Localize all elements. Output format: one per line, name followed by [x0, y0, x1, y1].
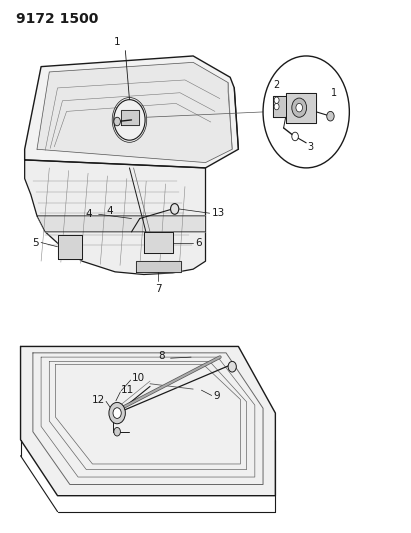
Circle shape: [114, 100, 145, 140]
Circle shape: [263, 56, 349, 168]
Polygon shape: [273, 96, 286, 117]
Circle shape: [292, 132, 298, 141]
Circle shape: [296, 103, 302, 112]
Polygon shape: [21, 346, 275, 496]
Polygon shape: [121, 110, 139, 125]
Text: 11: 11: [121, 385, 134, 395]
Polygon shape: [37, 216, 206, 232]
Circle shape: [113, 408, 121, 418]
Text: 10: 10: [132, 374, 145, 383]
Text: 1: 1: [331, 88, 337, 98]
Circle shape: [327, 111, 334, 121]
Polygon shape: [25, 56, 238, 168]
Circle shape: [228, 361, 236, 372]
Text: 13: 13: [212, 208, 225, 218]
Text: 4: 4: [106, 206, 113, 215]
Text: 12: 12: [92, 395, 105, 405]
Circle shape: [114, 427, 120, 436]
Text: 7: 7: [155, 284, 162, 294]
Polygon shape: [25, 160, 206, 274]
Circle shape: [114, 117, 120, 126]
Text: 6: 6: [195, 238, 202, 247]
Polygon shape: [58, 235, 82, 259]
Circle shape: [274, 103, 279, 110]
Polygon shape: [37, 62, 232, 163]
Text: 9172 1500: 9172 1500: [16, 12, 99, 26]
Text: 5: 5: [32, 238, 39, 247]
Circle shape: [109, 402, 125, 424]
Text: 4: 4: [86, 209, 92, 219]
Circle shape: [292, 98, 307, 117]
Text: 3: 3: [307, 142, 314, 152]
Text: 8: 8: [158, 351, 164, 361]
Polygon shape: [144, 232, 173, 253]
Circle shape: [171, 204, 179, 214]
Text: 2: 2: [273, 79, 279, 90]
Polygon shape: [136, 261, 181, 272]
Text: 1: 1: [114, 37, 120, 47]
Text: 9: 9: [214, 391, 220, 401]
Polygon shape: [286, 93, 316, 123]
Circle shape: [274, 97, 279, 103]
